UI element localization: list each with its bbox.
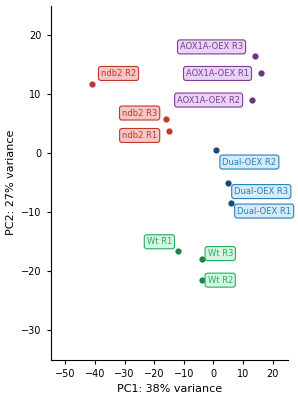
Text: Dual-OEX R3: Dual-OEX R3 — [234, 187, 288, 196]
Text: ndb2 R2: ndb2 R2 — [101, 69, 136, 78]
Text: AOX1A-OEX R3: AOX1A-OEX R3 — [180, 42, 243, 51]
Text: ndb2 R3: ndb2 R3 — [122, 108, 157, 118]
Text: AOX1A-OEX R2: AOX1A-OEX R2 — [177, 96, 240, 104]
Text: AOX1A-OEX R1: AOX1A-OEX R1 — [186, 69, 249, 78]
Y-axis label: PC2: 27% variance: PC2: 27% variance — [6, 130, 15, 235]
Text: Wt R1: Wt R1 — [147, 237, 172, 246]
Text: Wt R3: Wt R3 — [208, 249, 233, 258]
Text: Wt R2: Wt R2 — [208, 276, 233, 285]
X-axis label: PC1: 38% variance: PC1: 38% variance — [117, 384, 222, 394]
Text: ndb2 R1: ndb2 R1 — [122, 131, 157, 140]
Text: Dual-OEX R1: Dual-OEX R1 — [237, 206, 291, 216]
Text: Dual-OEX R2: Dual-OEX R2 — [222, 158, 276, 166]
